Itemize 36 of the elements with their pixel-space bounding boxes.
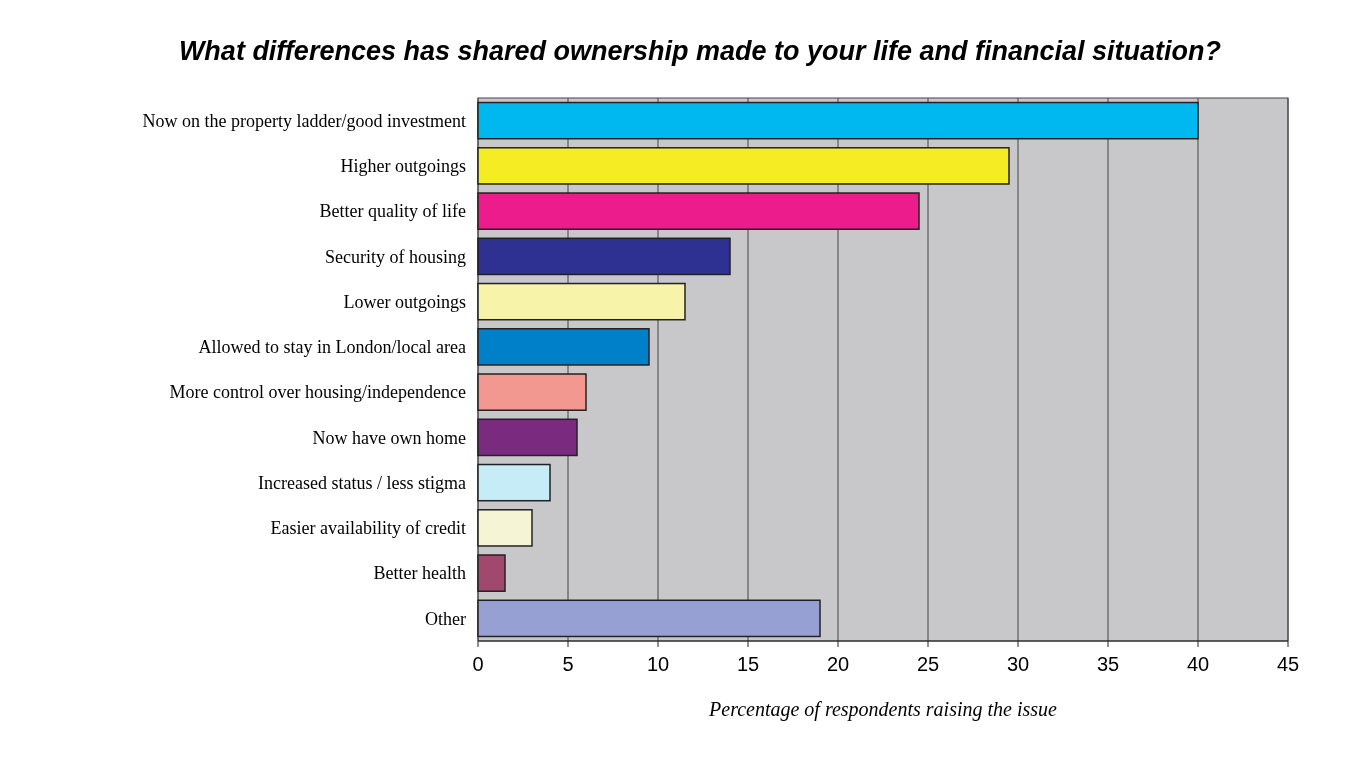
y-tick-label: Security of housing [325,246,466,267]
x-tick-label: 5 [562,653,574,675]
x-axis-title: Percentage of respondents raising the issue [708,698,1058,721]
x-tick-label: 35 [1096,653,1120,675]
y-tick-label: Now on the property ladder/good investment [142,110,466,131]
bar [477,554,506,592]
bar [477,463,551,502]
x-tick-label: 45 [1276,653,1300,675]
y-tick-label: Better health [373,563,466,584]
bar [477,509,533,547]
bar [477,373,587,411]
y-tick-label: Better quality of life [319,201,467,222]
bar [477,328,650,366]
bar [477,237,731,276]
bar [477,147,1010,185]
y-tick-label: More control over housing/independence [169,382,466,403]
x-tick-label: 25 [916,653,940,675]
x-tick-label: 0 [472,653,484,675]
x-tick-label: 40 [1186,653,1210,675]
x-tick-label: 20 [826,653,850,675]
bar [477,418,578,457]
y-tick-label: Lower outgoings [343,291,466,312]
y-tick-label: Now have own home [312,427,467,448]
x-tick-label: 10 [646,653,670,675]
x-tick-label: 15 [736,653,760,675]
chart-title: What differences has shared ownership made to your life and financial situation? [178,36,1222,66]
y-tick-label: Higher outgoings [340,156,466,177]
bar [477,282,686,321]
x-tick-label: 30 [1006,653,1030,675]
y-tick-label: Easier availability of credit [270,518,466,539]
bar [477,101,1199,140]
bar [477,192,920,230]
y-tick-label: Allowed to stay in London/local area [198,337,466,358]
y-tick-label: Other [425,608,466,629]
y-tick-label: Increased status / less stigma [258,472,467,493]
bar [477,599,821,638]
